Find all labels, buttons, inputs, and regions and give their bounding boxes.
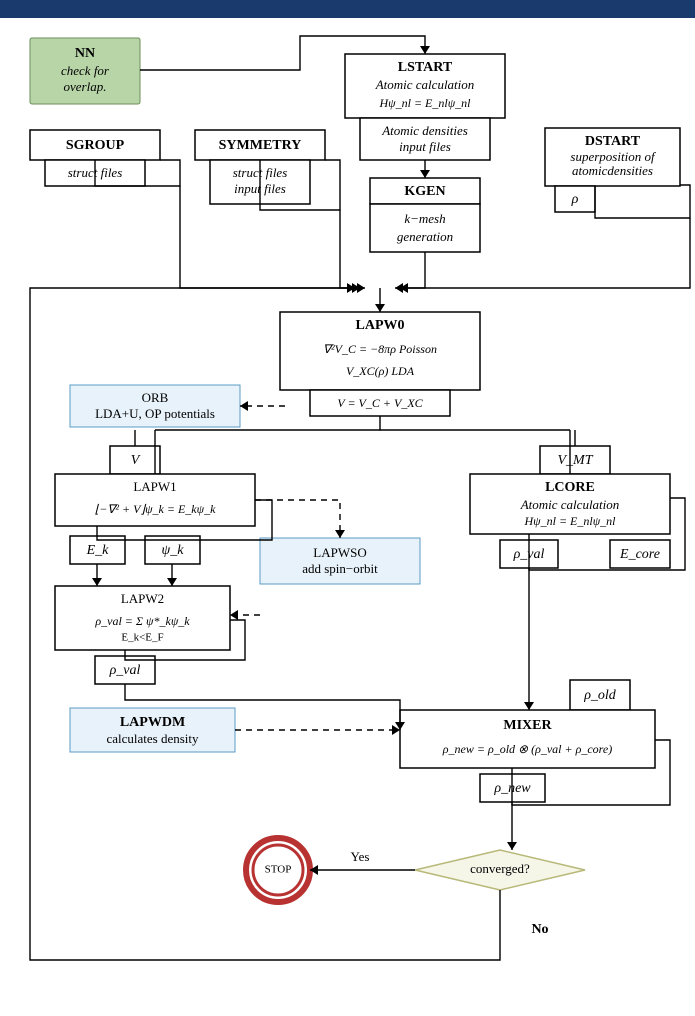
svg-text:ρ_old: ρ_old [583,688,617,703]
arrow-head [167,578,177,586]
svg-text:LAPWSO: LAPWSO [313,545,366,560]
svg-text:ρ_val = Σ ψ*_kψ_k: ρ_val = Σ ψ*_kψ_k [94,614,190,628]
svg-text:LSTART: LSTART [398,60,453,75]
arrow-head [92,578,102,586]
svg-text:atomicdensities: atomicdensities [572,163,653,178]
svg-text:ρ: ρ [571,192,579,207]
svg-text:generation: generation [397,229,453,244]
svg-text:NN: NN [75,46,95,61]
arrow-head [240,401,248,411]
arrow-head [230,610,238,620]
arrow-head [375,304,385,312]
svg-text:LAPWDM: LAPWDM [120,715,185,730]
svg-text:superposition of: superposition of [570,149,657,164]
svg-text:LAPW1: LAPW1 [133,479,176,494]
svg-text:E_k: E_k [86,543,110,558]
svg-text:LDA+U, OP potentials: LDA+U, OP potentials [95,406,215,421]
svg-text:MIXER: MIXER [503,718,552,733]
svg-text:No: No [531,922,548,937]
edge [255,500,340,538]
svg-text:STOP: STOP [265,864,292,876]
arrow-head [357,283,365,293]
svg-text:V: V [131,453,141,468]
arrow-head [524,702,534,710]
svg-text:V_XC(ρ) LDA: V_XC(ρ) LDA [346,364,415,378]
svg-text:check for: check for [61,63,110,78]
svg-text:ρ_val: ρ_val [109,663,141,678]
svg-text:converged?: converged? [470,861,530,876]
arrow-head [420,46,430,54]
svg-text:k−mesh: k−mesh [404,211,445,226]
svg-text:KGEN: KGEN [404,184,445,199]
edge [340,210,365,288]
svg-text:SYMMETRY: SYMMETRY [219,138,302,153]
svg-text:ψ_k: ψ_k [162,543,185,558]
edge [595,185,690,218]
arrow-head [335,530,345,538]
svg-text:Atomic calculation: Atomic calculation [520,497,620,512]
svg-text:V_MT: V_MT [558,453,594,468]
svg-text:SGROUP: SGROUP [66,138,125,153]
svg-text:Yes: Yes [351,849,370,864]
svg-text:E_k<E_F: E_k<E_F [121,632,163,644]
edge [395,252,425,288]
svg-text:E_core: E_core [619,547,660,562]
arrow-head [507,842,517,850]
svg-text:DSTART: DSTART [585,134,641,149]
arrow-head [420,170,430,178]
svg-text:ORB: ORB [142,390,169,405]
svg-text:add spin−orbit: add spin−orbit [302,561,378,576]
svg-text:⌊−∇² + V⌋ψ_k = E_kψ_k: ⌊−∇² + V⌋ψ_k = E_kψ_k [95,502,217,516]
svg-text:Hψ_nl = E_nlψ_nl: Hψ_nl = E_nlψ_nl [378,96,471,110]
svg-text:Atomic densities: Atomic densities [381,123,468,138]
svg-text:overlap.: overlap. [64,79,107,94]
svg-text:LCORE: LCORE [545,480,595,495]
svg-text:LAPW0: LAPW0 [356,318,405,333]
svg-text:input files: input files [399,139,451,154]
svg-text:LAPW2: LAPW2 [121,591,164,606]
svg-text:calculates density: calculates density [106,731,199,746]
header-strip [0,0,695,18]
arrow-head [395,283,403,293]
svg-text:∇²V_C = −8πρ Poisson: ∇²V_C = −8πρ Poisson [323,342,437,356]
svg-text:V = V_C + V_XC: V = V_C + V_XC [337,396,423,410]
svg-text:Hψ_nl = E_nlψ_nl: Hψ_nl = E_nlψ_nl [523,514,616,528]
svg-text:Atomic calculation: Atomic calculation [375,77,475,92]
svg-text:ρ_new = ρ_old ⊗ (ρ_val + ρ_cor: ρ_new = ρ_old ⊗ (ρ_val + ρ_core) [442,742,612,756]
